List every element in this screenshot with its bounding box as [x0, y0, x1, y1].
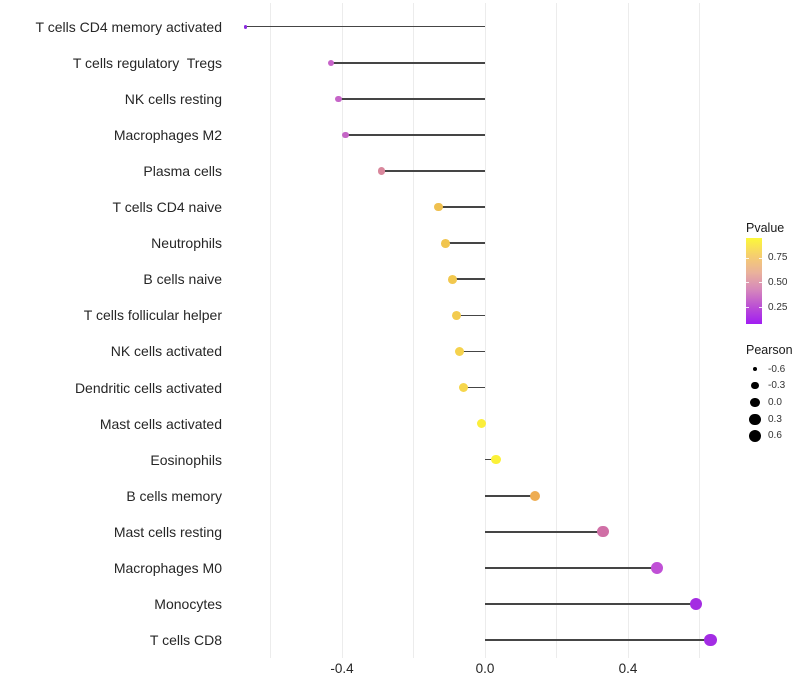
- lollipop-stem: [452, 278, 485, 281]
- lollipop-stem: [338, 98, 485, 100]
- pvalue-tickmark: [746, 257, 749, 259]
- x-tick-label: 0.0: [475, 661, 495, 676]
- lollipop-stem: [485, 603, 696, 605]
- lollipop-stem: [345, 134, 485, 136]
- x-gridline: [556, 3, 557, 658]
- row-label: Dendritic cells activated: [74, 379, 222, 396]
- row-label: B cells memory: [126, 487, 222, 504]
- chart-panel: [230, 3, 730, 658]
- pvalue-tick-label: 0.25: [768, 301, 788, 313]
- lollipop-dot: [476, 418, 487, 429]
- lollipop-stem: [381, 170, 485, 172]
- lollipop-stem: [445, 242, 485, 244]
- lollipop-stem: [245, 25, 485, 28]
- legend-pearson-title: Pearson: [746, 343, 793, 357]
- legend-pvalue-title: Pvalue: [746, 221, 785, 235]
- lollipop-stem: [456, 314, 485, 317]
- lollipop-stem: [485, 567, 657, 569]
- row-label: Neutrophils: [151, 235, 222, 252]
- lollipop-dot: [335, 95, 342, 103]
- pvalue-tickmark: [759, 257, 762, 259]
- row-label: T cells CD4 memory activated: [35, 18, 222, 35]
- row-label: T cells follicular helper: [83, 307, 222, 324]
- pvalue-gradient-bar: [746, 238, 762, 324]
- pvalue-tickmark: [746, 307, 749, 309]
- x-gridline: [270, 3, 271, 658]
- row-label: B cells naive: [143, 271, 222, 288]
- x-gridline: [341, 3, 343, 658]
- lollipop-dot: [441, 238, 451, 248]
- pvalue-tick-label: 0.50: [768, 276, 788, 288]
- row-label: Plasma cells: [143, 163, 222, 180]
- pearson-legend-label: 0.6: [768, 430, 782, 442]
- row-label: NK cells activated: [110, 343, 222, 360]
- pearson-legend-dot: [751, 381, 759, 390]
- x-gridline: [484, 3, 486, 658]
- lollipop-stem: [459, 350, 485, 353]
- x-tick-label: -0.4: [330, 661, 354, 676]
- pvalue-tickmark: [759, 307, 762, 309]
- pvalue-tickmark: [759, 282, 762, 284]
- row-label: Mast cells activated: [99, 415, 222, 432]
- row-label: NK cells resting: [124, 90, 222, 107]
- lollipop-dot: [689, 597, 703, 611]
- lollipop-stem: [438, 206, 485, 208]
- lollipop-dot: [451, 310, 461, 320]
- pvalue-tickmark: [746, 282, 749, 284]
- row-label: T cells CD4 naive: [112, 199, 222, 216]
- lollipop-dot: [597, 526, 609, 538]
- lollipop-dot: [377, 167, 386, 175]
- x-gridline: [413, 3, 414, 658]
- x-gridline: [699, 3, 700, 658]
- pearson-legend-dot: [749, 413, 761, 425]
- lollipop-dot: [490, 454, 501, 465]
- lollipop-stem: [485, 531, 603, 533]
- lollipop-dot: [459, 382, 469, 392]
- lollipop-dot: [434, 202, 443, 212]
- lollipop-stem: [485, 639, 711, 641]
- row-label: Macrophages M2: [113, 126, 222, 143]
- pearson-legend-dot: [752, 366, 758, 372]
- x-gridline: [627, 3, 629, 658]
- lollipop-dot: [448, 274, 458, 284]
- lollipop-dot: [243, 24, 248, 29]
- row-label: T cells CD8: [149, 632, 222, 649]
- pearson-legend-label: -0.3: [768, 380, 786, 392]
- pearson-legend-label: 0.0: [768, 396, 782, 408]
- pearson-legend-label: 0.3: [768, 413, 782, 425]
- lollipop-dot: [342, 131, 349, 139]
- pearson-legend-dot: [750, 397, 760, 408]
- lollipop-dot: [703, 633, 717, 647]
- x-tick-label: 0.4: [618, 661, 638, 676]
- lollipop-stem: [463, 386, 485, 389]
- row-label: Mast cells resting: [113, 523, 222, 540]
- lollipop-dot: [328, 59, 335, 66]
- lollipop-dot: [529, 490, 541, 501]
- lollipop-stem: [485, 494, 536, 497]
- pearson-legend-dot: [748, 429, 762, 442]
- legend-pearson: Pearson -0.6 -0.3 0.0 0.3 0.6: [746, 343, 800, 449]
- lollipop-dot: [650, 561, 663, 574]
- row-label: Monocytes: [154, 595, 222, 612]
- legend-pvalue: Pvalue 0.75 0.50 0.25: [746, 221, 800, 331]
- lollipop-stem: [485, 458, 496, 461]
- lollipop-stem: [331, 61, 485, 64]
- pearson-legend-label: -0.6: [768, 363, 786, 375]
- pvalue-tick-label: 0.75: [768, 252, 788, 264]
- row-label: Eosinophils: [150, 451, 222, 468]
- row-label: Macrophages M0: [113, 559, 222, 576]
- row-label: T cells regulatory Tregs: [72, 54, 222, 71]
- lollipop-dot: [455, 346, 465, 356]
